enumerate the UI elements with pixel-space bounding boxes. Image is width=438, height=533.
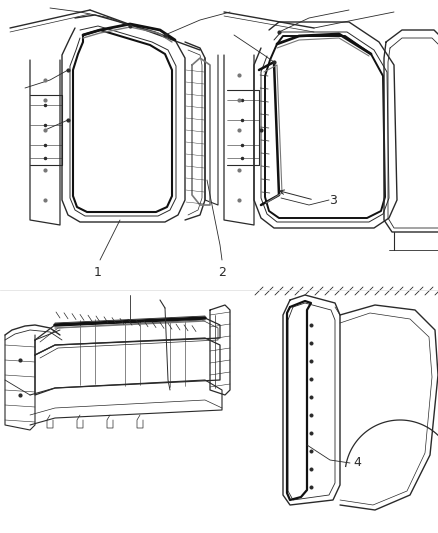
Text: 2: 2 [218, 265, 226, 279]
Text: 4: 4 [353, 456, 361, 470]
Text: 1: 1 [94, 265, 102, 279]
Text: 3: 3 [329, 193, 337, 206]
